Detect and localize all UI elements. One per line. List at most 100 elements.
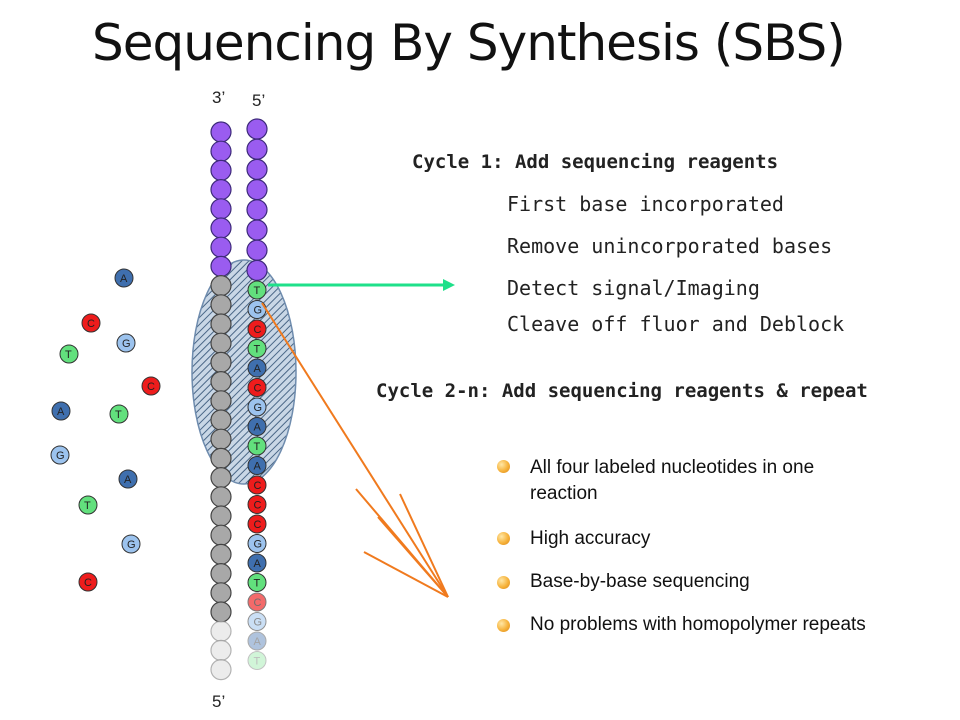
- base-letter: A: [254, 461, 262, 473]
- free-nucleotide: G: [121, 534, 141, 554]
- base-letter: C: [254, 519, 262, 531]
- base-letter: T: [254, 656, 261, 668]
- base-letter: C: [84, 577, 92, 589]
- template-nucleotide: [210, 601, 232, 623]
- synthesized-base: T: [247, 280, 267, 300]
- strand-label-3prime: 3’: [212, 88, 226, 107]
- synthesized-base: C: [247, 319, 267, 339]
- strand-label-5prime-bottom: 5’: [212, 692, 226, 711]
- free-nucleotide: T: [59, 344, 79, 364]
- template-nucleotide: [210, 313, 232, 335]
- template-nucleotide: [210, 486, 232, 508]
- base-letter: G: [127, 539, 136, 551]
- primer-nucleotide: [246, 179, 268, 201]
- template-nucleotide: [210, 159, 232, 181]
- base-letter: G: [254, 402, 263, 414]
- synthesized-base: C: [247, 592, 267, 612]
- template-nucleotide: [210, 255, 232, 277]
- cycle1-step: First base incorporated: [507, 192, 784, 216]
- base-letter: C: [254, 500, 262, 512]
- base-letter: C: [254, 480, 262, 492]
- template-nucleotide: [210, 198, 232, 220]
- base-letter: A: [254, 422, 262, 434]
- base-letter: G: [254, 305, 263, 317]
- free-nucleotide: A: [51, 401, 71, 421]
- template-nucleotide: [210, 294, 232, 316]
- template-nucleotide: [210, 582, 232, 604]
- synthesized-base: T: [247, 651, 267, 670]
- base-letter: C: [254, 383, 262, 395]
- synthesized-base: A: [247, 358, 267, 378]
- imaging-arrow: [268, 279, 455, 291]
- base-letter: T: [84, 500, 91, 512]
- primer-nucleotide: [246, 199, 268, 221]
- primer-nucleotide: [246, 239, 268, 261]
- base-letter: T: [254, 578, 261, 590]
- base-letter: C: [87, 318, 95, 330]
- primer-nucleotide: [246, 138, 268, 160]
- template-nucleotide: [210, 428, 232, 450]
- synthesized-base: T: [247, 573, 267, 592]
- template-nucleotide: [210, 140, 232, 162]
- cycle1-step: Detect signal/Imaging: [507, 276, 760, 300]
- free-nucleotide: T: [78, 495, 98, 515]
- base-letter: T: [254, 441, 261, 453]
- base-letter: A: [254, 363, 262, 375]
- base-letter: A: [254, 558, 262, 570]
- feature-item: All four labeled nucleotides in one reac…: [530, 457, 815, 504]
- template-nucleotide: [210, 562, 232, 585]
- primer-nucleotide: [246, 158, 268, 180]
- template-nucleotide: [210, 332, 232, 354]
- synthesized-base: C: [247, 475, 267, 495]
- synthesized-base: C: [247, 514, 267, 534]
- free-nucleotide: T: [109, 404, 129, 424]
- base-letter: A: [254, 636, 262, 648]
- template-nucleotide: [210, 371, 232, 393]
- feature-item: No problems with homopolymer repeats: [530, 614, 866, 635]
- cycle2-heading: Cycle 2-n: Add sequencing reagents & rep…: [376, 380, 868, 402]
- free-nucleotides: A C G T C A T G A T G C: [50, 268, 161, 592]
- base-letter: A: [57, 406, 65, 418]
- primer-nucleotide: [246, 118, 268, 140]
- synthesized-base: C: [247, 378, 267, 397]
- base-letter: C: [254, 324, 262, 336]
- base-letter: G: [254, 617, 263, 629]
- synthesized-base: T: [247, 436, 267, 456]
- template-nucleotide: [210, 467, 232, 489]
- template-nucleotide: [210, 505, 232, 527]
- template-nucleotide: [210, 447, 232, 469]
- primer-nucleotide: [246, 219, 268, 241]
- template-nucleotide: [210, 121, 232, 143]
- synthesized-base: A: [247, 631, 267, 651]
- synthesized-base: G: [247, 397, 267, 417]
- template-nucleotide: [210, 620, 232, 642]
- free-nucleotide: A: [118, 469, 138, 489]
- template-nucleotide: [210, 217, 232, 239]
- bullet-icon: [497, 576, 510, 589]
- feature-item: High accuracy: [530, 528, 651, 549]
- template-nucleotide: [210, 179, 232, 201]
- base-letter: C: [254, 597, 262, 609]
- synthesized-base: A: [247, 553, 267, 573]
- synthesized-base: A: [247, 417, 267, 436]
- flow-cell-highlight: [191, 259, 297, 485]
- base-letter: G: [56, 450, 65, 462]
- orange-lines: [261, 302, 449, 598]
- free-nucleotide: C: [78, 572, 98, 592]
- template-nucleotide: [210, 639, 232, 662]
- feature-item: Base-by-base sequencing: [530, 571, 750, 592]
- base-letter: A: [124, 474, 132, 486]
- synthesized-base: C: [247, 495, 267, 514]
- cycle1-heading: Cycle 1: Add sequencing reagents: [412, 151, 779, 173]
- template-strand: [210, 121, 232, 681]
- template-nucleotide: [210, 275, 232, 297]
- base-letter: C: [147, 381, 155, 393]
- template-nucleotide: [210, 409, 232, 431]
- template-nucleotide: [210, 351, 232, 373]
- bullet-icon: [497, 619, 510, 632]
- template-nucleotide: [210, 658, 232, 681]
- base-letter: A: [120, 273, 128, 285]
- template-nucleotide: [210, 524, 232, 546]
